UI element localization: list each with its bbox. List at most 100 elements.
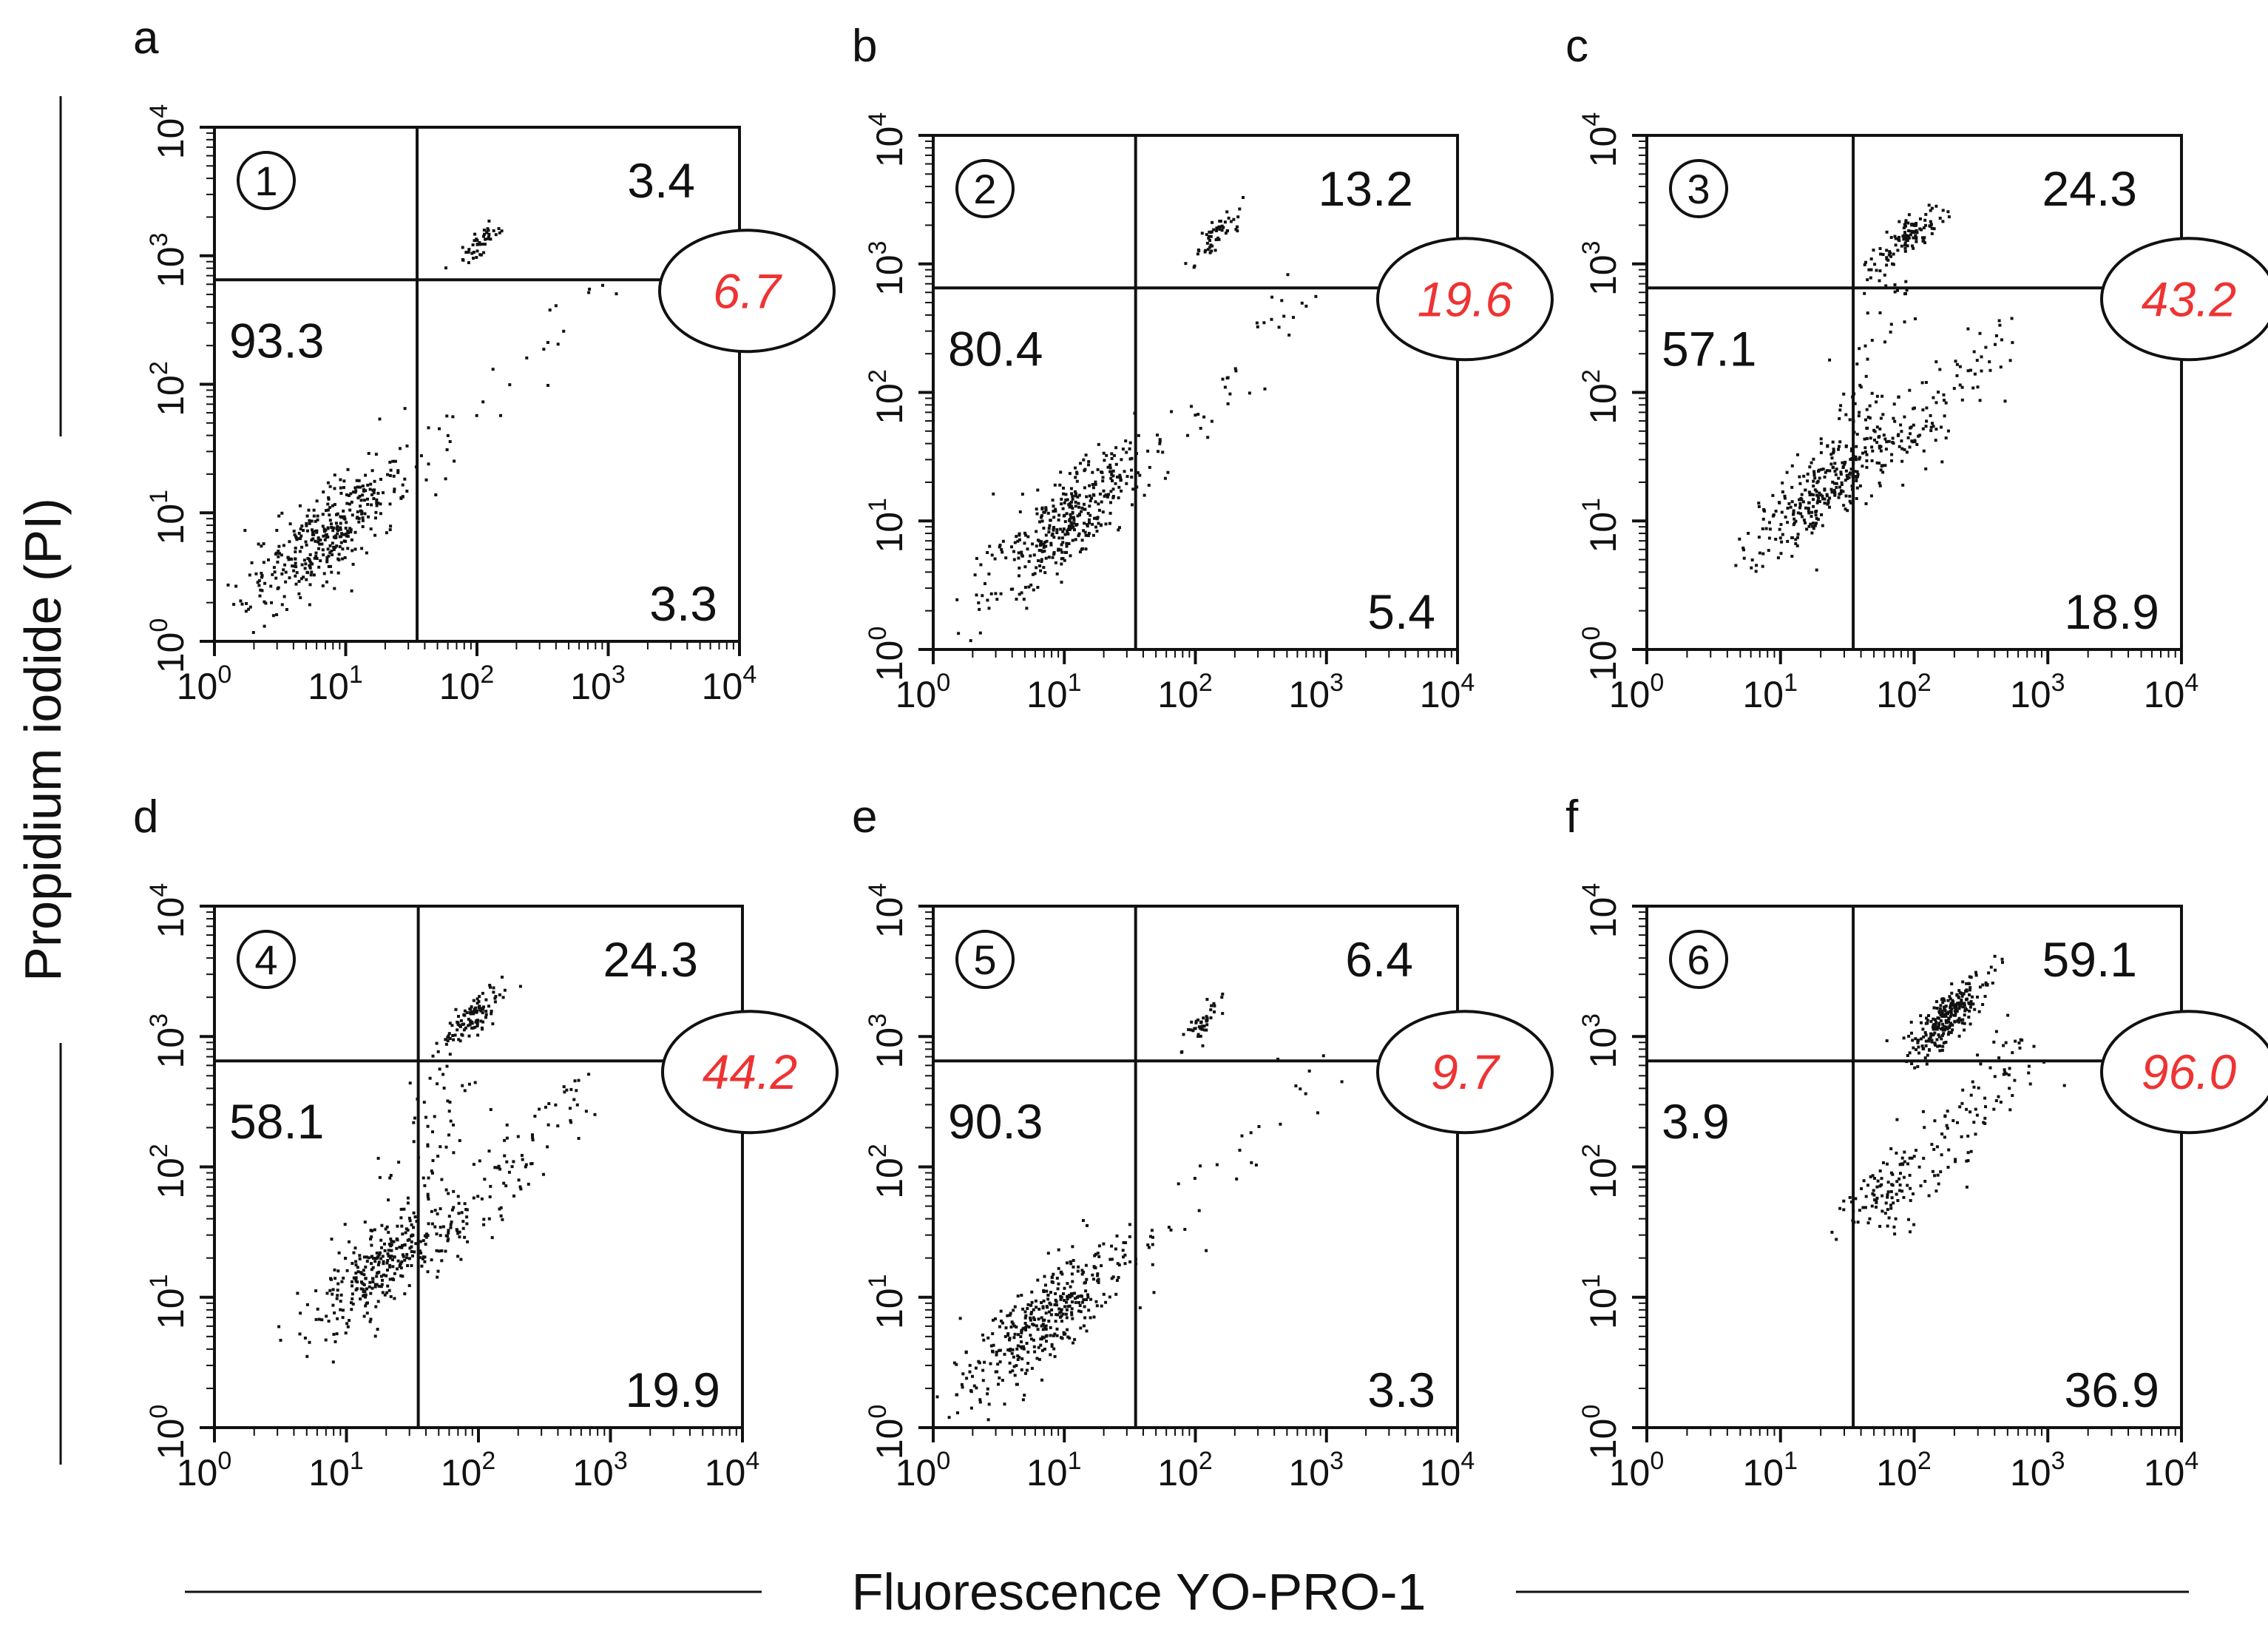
data-point — [1907, 1218, 1910, 1221]
data-point — [587, 291, 591, 294]
data-point — [393, 1297, 396, 1300]
data-point — [1052, 526, 1056, 529]
data-point — [1879, 252, 1883, 256]
data-point — [1801, 500, 1805, 504]
data-point — [1042, 543, 1046, 547]
data-point — [450, 1221, 453, 1223]
data-point — [1887, 439, 1891, 443]
data-point — [1935, 1007, 1939, 1010]
data-point — [1040, 540, 1043, 544]
scatter-points — [1734, 203, 2014, 573]
data-point — [498, 231, 501, 234]
data-point — [405, 1252, 409, 1256]
data-point — [1869, 257, 1873, 261]
data-point — [463, 1202, 467, 1206]
data-point — [1932, 396, 1935, 399]
total-positive-oval — [2100, 237, 2268, 362]
data-point — [264, 601, 268, 605]
data-point — [434, 493, 438, 496]
data-point — [1016, 1358, 1020, 1361]
data-point — [1966, 369, 1970, 373]
data-point — [408, 1257, 411, 1260]
data-point — [455, 1228, 458, 1232]
data-point — [244, 610, 248, 613]
data-point — [1931, 422, 1934, 425]
data-point — [2011, 1051, 2014, 1055]
data-point — [1961, 1005, 1965, 1009]
data-point — [1184, 262, 1188, 266]
data-point — [345, 1269, 349, 1272]
data-point — [1886, 1181, 1890, 1184]
data-point — [1878, 311, 1882, 314]
data-point — [1077, 505, 1081, 509]
data-point — [1077, 532, 1081, 536]
quadrant-lower-right-value: 3.3 — [649, 576, 717, 631]
data-point — [492, 990, 495, 994]
data-point — [1106, 495, 1109, 499]
data-point — [374, 1305, 378, 1309]
data-point — [1818, 476, 1821, 480]
data-point — [1280, 299, 1284, 303]
data-point — [1934, 1018, 1937, 1022]
data-point — [1948, 1024, 1952, 1027]
data-point — [1870, 445, 1874, 449]
data-point — [1020, 1294, 1023, 1297]
data-point — [1012, 1309, 1015, 1312]
data-point — [1060, 536, 1064, 540]
x-tick-label: 101 — [1742, 669, 1798, 715]
data-point — [297, 532, 301, 535]
data-point — [463, 1013, 467, 1017]
data-point — [1889, 1171, 1893, 1175]
data-point — [1909, 1020, 1913, 1024]
data-point — [1930, 226, 1934, 230]
data-point — [1906, 221, 1910, 225]
data-point — [430, 1171, 434, 1175]
data-point — [364, 489, 368, 493]
data-point — [1817, 496, 1821, 500]
data-point — [339, 515, 342, 519]
data-point — [1921, 236, 1924, 240]
data-point — [1940, 1009, 1944, 1013]
data-point — [1075, 479, 1079, 483]
data-point — [1910, 1031, 1913, 1035]
data-point — [1033, 1318, 1037, 1321]
data-point — [1882, 433, 1886, 437]
data-point — [1870, 459, 1874, 462]
data-point — [1792, 513, 1795, 516]
data-point — [1823, 497, 1827, 501]
data-point — [2002, 1044, 2005, 1047]
data-point — [1849, 458, 1852, 462]
data-point — [1838, 445, 1841, 448]
x-tick-label: 100 — [1609, 669, 1665, 715]
data-point — [1873, 263, 1877, 266]
data-point — [521, 1158, 524, 1161]
data-point — [1082, 458, 1086, 462]
data-point — [448, 1053, 452, 1056]
data-point — [494, 995, 498, 999]
data-point — [475, 997, 479, 1001]
data-point — [1076, 514, 1080, 518]
y-tick-label: 104 — [145, 104, 192, 160]
data-point — [1123, 1253, 1127, 1257]
data-point — [408, 1219, 412, 1223]
data-point — [325, 560, 329, 564]
data-point — [525, 356, 529, 359]
data-point — [1977, 1086, 1980, 1090]
data-point — [378, 1175, 382, 1179]
data-point — [1069, 554, 1072, 558]
data-point — [1068, 519, 1072, 522]
data-point — [325, 536, 328, 539]
data-point — [421, 1257, 424, 1260]
data-point — [1833, 462, 1837, 465]
data-point — [1205, 998, 1209, 1002]
data-point — [2011, 341, 2014, 345]
data-point — [408, 1081, 412, 1085]
data-point — [1903, 415, 1906, 419]
data-point — [1207, 234, 1211, 238]
data-point — [340, 532, 344, 536]
data-point — [542, 348, 546, 351]
data-point — [1130, 468, 1133, 472]
data-point — [1881, 394, 1884, 398]
data-point — [1954, 359, 1957, 363]
data-point — [1199, 1164, 1202, 1168]
